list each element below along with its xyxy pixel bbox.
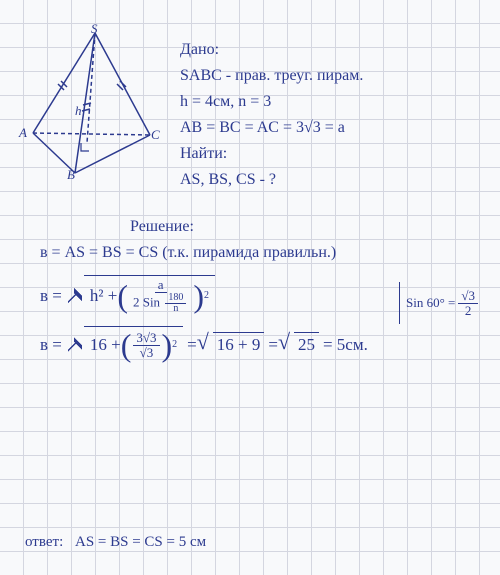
sqrt-icon: 16 + ( 3√3 √3 )2 — [68, 326, 183, 363]
paren-open-icon: ( — [117, 280, 128, 312]
calc-result: = 5см. — [323, 333, 368, 357]
calc-frac: 3√3 √3 — [133, 331, 159, 360]
calc-lhs: в = — [40, 333, 62, 357]
height-label: h — [75, 103, 82, 119]
given-line2: h = 4см, n = 3 — [180, 90, 480, 114]
vertex-b: B — [67, 167, 75, 183]
given-line3: AB = BC = AC = 3√3 = a — [180, 116, 480, 140]
sqrt-icon: 25 — [282, 332, 319, 357]
vertex-s: S — [91, 21, 98, 37]
formula-frac: a 2 Sin 180 n — [130, 278, 191, 314]
formula-lhs: в = — [40, 284, 62, 308]
given-block: Дано: SABC - прав. треуг. пирам. h = 4см… — [180, 38, 480, 194]
answer-label: ответ: — [25, 534, 63, 550]
paren-close-icon: ) — [193, 280, 204, 312]
solution-eq1: в = AS = BS = CS (т.к. пирамида правильн… — [40, 241, 490, 265]
paren-close-icon: ) — [162, 329, 173, 361]
sqrt-icon: h² + ( a 2 Sin 180 n )2 — [68, 275, 215, 316]
given-line1: SABC - прав. треуг. пирам. — [180, 64, 480, 88]
answer-block: ответ: AS = BS = CS = 5 см — [25, 530, 475, 554]
pyramid-svg — [25, 25, 160, 180]
solution-header: Решение: — [130, 215, 490, 239]
side-note: Sin 60° = √3 2 — [399, 282, 480, 324]
formula-h2: h² + — [90, 284, 117, 308]
vertex-a: A — [19, 125, 27, 141]
answer-text: AS = BS = CS = 5 см — [75, 534, 206, 550]
find-header: Найти: — [180, 142, 480, 166]
vertex-c: C — [151, 127, 160, 143]
find-line: AS, BS, CS - ? — [180, 168, 480, 192]
pyramid-diagram: S A B C h — [25, 25, 160, 180]
given-header: Дано: — [180, 38, 480, 62]
sqrt-icon: 16 + 9 — [201, 332, 265, 357]
paren-open-icon: ( — [121, 329, 132, 361]
calc-row: в = 16 + ( 3√3 √3 )2 = 16 + 9 = 25 = 5см… — [40, 326, 490, 363]
